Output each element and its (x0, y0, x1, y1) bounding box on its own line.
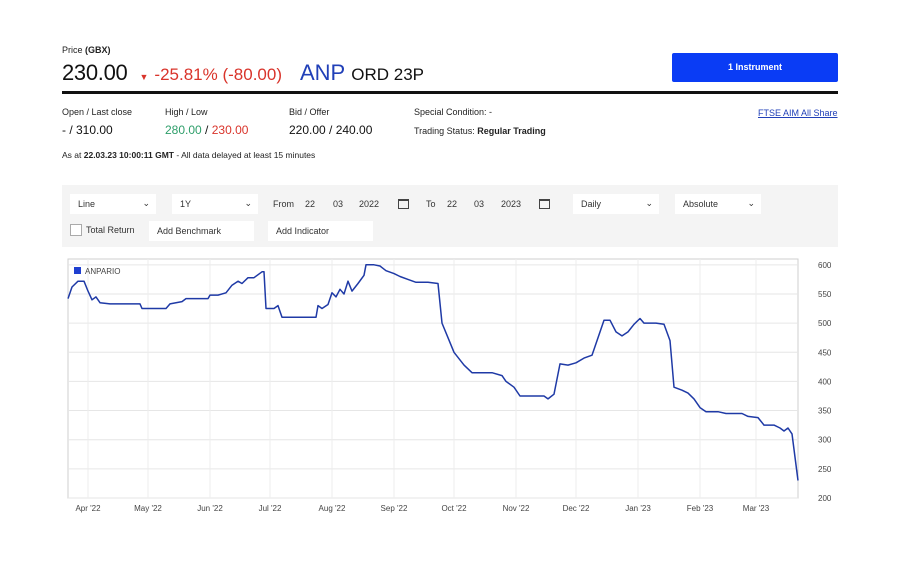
frequency-value: Daily (581, 199, 602, 209)
instrument-button[interactable]: 1 Instrument (672, 53, 838, 82)
x-tick-label: Jan '23 (625, 504, 651, 513)
ticker-symbol: ANP (300, 60, 346, 85)
chart-controls: Line ⌄ 1Y ⌄ From 22 03 2022 To 22 03 202… (62, 185, 838, 247)
instrument-name: ORD 23P (351, 65, 424, 84)
trading-status-label: Trading Status: (414, 126, 478, 136)
from-month-input[interactable]: 03 (332, 199, 343, 209)
x-tick-label: Oct '22 (441, 504, 467, 513)
x-tick-label: Jun '22 (197, 504, 223, 513)
bidoffer-value: 220.00 / 240.00 (289, 123, 373, 137)
chevron-down-icon: ⌄ (645, 198, 653, 208)
frequency-select[interactable]: Daily ⌄ (573, 194, 659, 214)
to-year-input[interactable]: 2023 (500, 199, 522, 209)
x-tick-label: Sep '22 (381, 504, 408, 513)
from-label: From (273, 199, 294, 209)
total-return-checkbox[interactable] (70, 224, 82, 236)
asat-timestamp: 22.03.23 10:00:11 GMT (83, 150, 174, 160)
chart-type-value: Line (78, 199, 96, 209)
chevron-down-icon: ⌄ (142, 198, 150, 208)
add-benchmark-text: Add Benchmark (157, 226, 222, 236)
highlow-separator: / (201, 123, 212, 137)
legend-label: ANPARIO (85, 267, 120, 276)
add-indicator-text: Add Indicator (276, 226, 330, 236)
price-label-text: Price (62, 45, 86, 55)
x-tick-label: Dec '22 (563, 504, 590, 513)
period-select[interactable]: 1Y ⌄ (172, 194, 258, 214)
chevron-down-icon: ⌄ (747, 198, 755, 208)
highlow-label: High / Low (165, 107, 208, 117)
bid-offer: Bid / Offer 220.00 / 240.00 (289, 107, 372, 137)
to-label: To (426, 199, 436, 209)
legend-swatch (74, 267, 81, 274)
asat-prefix: As at (62, 150, 84, 160)
trading-status-value: Regular Trading (477, 126, 546, 136)
index-link[interactable]: FTSE AIM All Share (758, 108, 838, 118)
plot-area (67, 258, 799, 499)
x-tick-label: Jul '22 (259, 504, 282, 513)
special-condition: Special Condition: - Trading Status: Reg… (414, 107, 546, 136)
add-benchmark-input[interactable]: Add Benchmark (149, 221, 254, 241)
price-row: 230.00 ▼ -25.81% (-80.00) ANP ORD 23P (62, 60, 424, 86)
calendar-icon[interactable] (539, 199, 550, 209)
asat-suffix: - All data delayed at least 15 minutes (174, 150, 316, 160)
y-tick-label: 300 (818, 436, 832, 445)
chart-type-select[interactable]: Line ⌄ (70, 194, 156, 214)
calendar-icon[interactable] (398, 199, 409, 209)
series-line (67, 264, 799, 481)
current-price: 230.00 (62, 60, 128, 85)
chevron-down-icon: ⌄ (244, 198, 252, 208)
price-currency: (GBX) (85, 45, 111, 55)
low-value: 230.00 (211, 123, 249, 137)
bidoffer-label: Bid / Offer (289, 107, 330, 117)
high-value: 280.00 (165, 123, 202, 137)
y-tick-label: 450 (818, 348, 832, 357)
y-tick-label: 600 (818, 261, 832, 270)
x-tick-label: Mar '23 (743, 504, 770, 513)
data-timestamp: As at 22.03.23 10:00:11 GMT - All data d… (62, 150, 315, 160)
special-condition-label: Special Condition: - (414, 107, 493, 117)
x-tick-label: Aug '22 (319, 504, 346, 513)
price-label: Price (GBX) (62, 45, 111, 55)
y-tick-label: 250 (818, 465, 832, 474)
header-divider (62, 91, 838, 94)
scale-value: Absolute (683, 199, 719, 209)
open-value: - / 310.00 (62, 123, 113, 137)
total-return-label: Total Return (86, 225, 135, 235)
x-tick-label: Nov '22 (503, 504, 530, 513)
price-change: -25.81% (-80.00) (154, 65, 282, 84)
x-tick-label: Feb '23 (687, 504, 714, 513)
price-chart-svg: 200 250 300 350 400 450 500 550 600 Apr '22 May '2… (67, 258, 832, 513)
y-tick-label: 500 (818, 319, 832, 328)
triangle-down-icon: ▼ (139, 72, 149, 82)
price-chart[interactable]: 200 250 300 350 400 450 500 550 600 Apr '22 May '2… (62, 255, 838, 518)
y-tick-label: 350 (818, 407, 832, 416)
trading-status: Trading Status: Regular Trading (414, 126, 546, 136)
from-year-input[interactable]: 2022 (358, 199, 380, 209)
y-tick-label: 550 (818, 290, 832, 299)
y-tick-label: 200 (818, 494, 832, 503)
to-day-input[interactable]: 22 (446, 199, 457, 209)
from-day-input[interactable]: 22 (304, 199, 315, 209)
high-low: High / Low 280.00 / 230.00 (165, 107, 248, 137)
to-month-input[interactable]: 03 (473, 199, 484, 209)
x-tick-label: Apr '22 (75, 504, 101, 513)
scale-select[interactable]: Absolute ⌄ (675, 194, 761, 214)
period-value: 1Y (180, 199, 192, 209)
y-tick-label: 400 (818, 377, 832, 386)
open-last-close: Open / Last close - / 310.00 (62, 107, 132, 137)
open-label: Open / Last close (62, 107, 133, 117)
add-indicator-input[interactable]: Add Indicator (268, 221, 373, 241)
x-tick-label: May '22 (134, 504, 162, 513)
highlow-value: 280.00 / 230.00 (165, 123, 248, 137)
